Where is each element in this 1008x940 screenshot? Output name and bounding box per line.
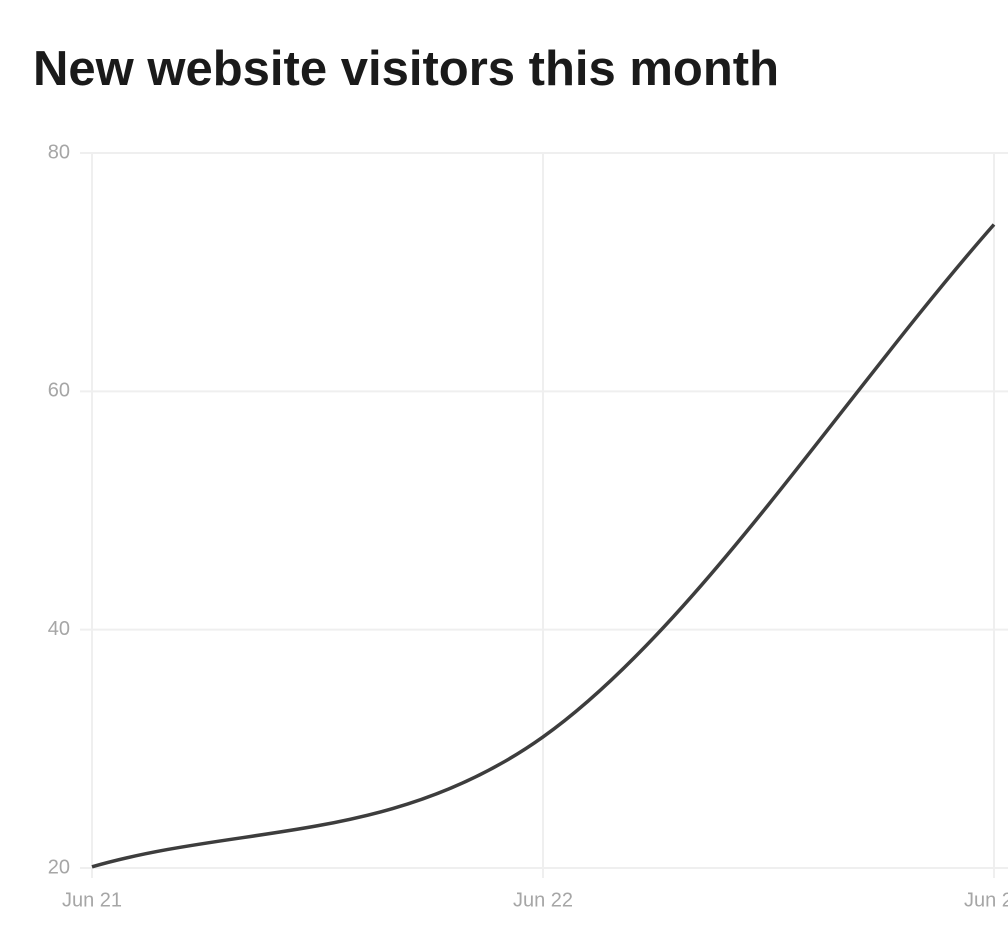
chart-title: New website visitors this month (33, 42, 779, 96)
x-tick-label: Jun 21 (62, 889, 122, 911)
x-tick-label: Jun 22 (513, 889, 573, 911)
data-line (91, 223, 996, 869)
y-tick-label: 80 (48, 141, 70, 163)
y-tick-label: 20 (48, 856, 70, 878)
y-tick-label: 40 (48, 618, 70, 640)
y-tick-label: 60 (48, 380, 70, 402)
x-tick-label: Jun 23 (964, 889, 1008, 911)
